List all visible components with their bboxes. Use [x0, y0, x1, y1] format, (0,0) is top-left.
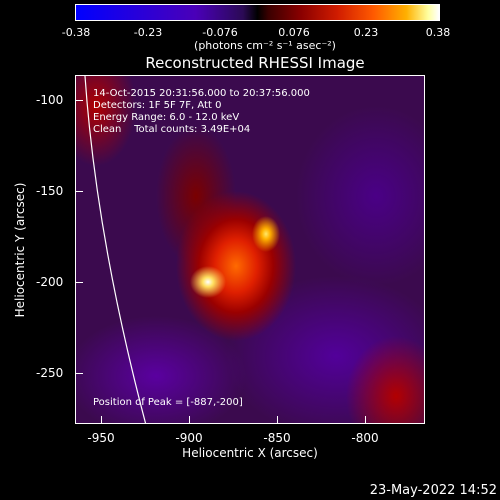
colorbar-tick-label: 0.076	[278, 26, 310, 39]
y-tick-label: -200	[36, 275, 64, 289]
colorbar-units: (photons cm⁻² s⁻¹ asec⁻²)	[194, 39, 336, 52]
rhessi-image	[75, 75, 425, 424]
x-axis-label: Heliocentric X (arcsec)	[182, 446, 318, 460]
image-title: Reconstructed RHESSI Image	[145, 54, 365, 72]
colorbar-tick-label: 0.23	[353, 26, 379, 39]
colorbar	[75, 4, 440, 21]
y-tick-mark	[75, 100, 83, 101]
info-time: 14-Oct-2015 20:31:56.000 to 20:37:56.000	[93, 88, 310, 99]
y-tick-mark	[75, 282, 83, 283]
peak-position: Position of Peak = [-887,-200]	[93, 397, 243, 408]
x-tick-label: -900	[175, 431, 203, 445]
y-tick-label: -150	[36, 184, 64, 198]
solar-limb-curve	[84, 76, 147, 423]
colorbar-tick-label: -0.076	[202, 26, 238, 39]
y-tick-mark	[75, 191, 83, 192]
info-detectors: Detectors: 1F 5F 7F, Att 0	[93, 100, 222, 111]
y-tick-mark	[75, 373, 83, 374]
colorbar-tick-label: -0.23	[133, 26, 163, 39]
x-tick-label: -850	[263, 431, 291, 445]
colorbar-tick-label: 0.38	[425, 26, 451, 39]
x-tick-label: -950	[87, 431, 115, 445]
x-tick-mark	[365, 416, 366, 424]
y-tick-label: -250	[36, 366, 64, 380]
colorbar-tick-label: -0.38	[61, 26, 91, 39]
x-tick-mark	[277, 416, 278, 424]
info-energy: Energy Range: 6.0 - 12.0 keV	[93, 112, 240, 123]
x-tick-mark	[101, 416, 102, 424]
x-tick-label: -800	[351, 431, 379, 445]
y-axis-label: Heliocentric Y (arcsec)	[13, 182, 27, 318]
x-tick-mark	[189, 416, 190, 424]
info-clean: Clean Total counts: 3.49E+04	[93, 124, 251, 135]
generation-date: 23-May-2022 14:52	[369, 483, 497, 498]
y-tick-label: -100	[36, 93, 64, 107]
solar-limb	[84, 76, 147, 423]
